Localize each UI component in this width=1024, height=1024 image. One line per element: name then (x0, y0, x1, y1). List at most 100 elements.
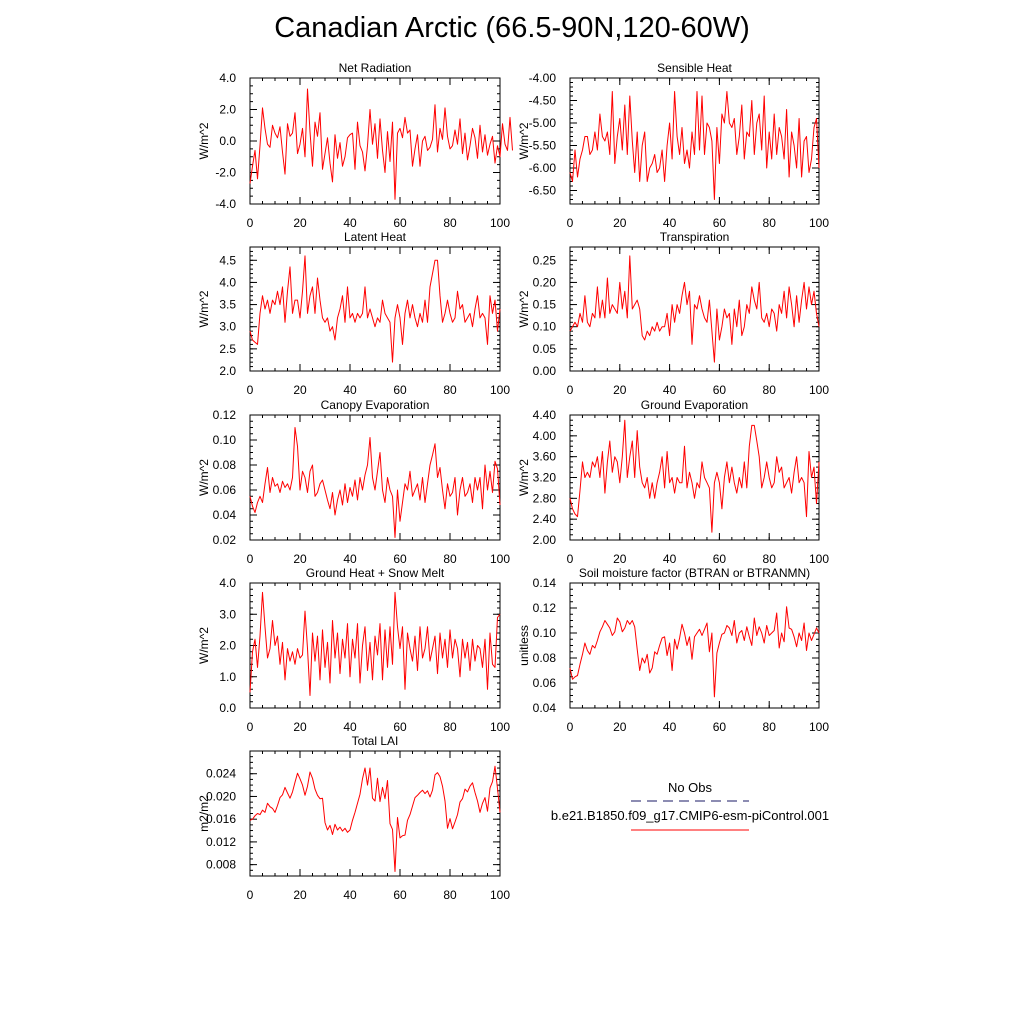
x-tick-label: 40 (663, 216, 677, 230)
panel-sensible-heat: Sensible Heat W/m^2 0 20 40 60 80 100 -6.50 -6.00… (517, 61, 829, 230)
panel-latent-heat: Latent Heat W/m^2 0 20 40 60 80 100 2.0 2.5 3.0 3.5… (197, 230, 510, 397)
y-axis-label: m2/m2 (197, 795, 211, 832)
y-tick-label: 2.00 (533, 533, 557, 547)
y-tick-label: 3.60 (533, 450, 557, 464)
x-tick-label: 100 (809, 552, 829, 566)
x-tick-label: 40 (343, 216, 357, 230)
y-axis-label: W/m^2 (517, 290, 531, 327)
y-tick-label: -6.50 (529, 184, 557, 198)
y-tick-label: 2.0 (219, 103, 236, 117)
x-tick-label: 100 (490, 888, 510, 902)
plot-frame (249, 246, 501, 372)
x-tick-label: 60 (393, 383, 407, 397)
y-tick-label: -4.50 (529, 94, 557, 108)
x-tick-label: 0 (247, 888, 254, 902)
x-tick-label: 20 (293, 720, 307, 734)
legend-model-label: b.e21.B1850.f09_g17.CMIP6-esm-piControl.… (551, 808, 829, 823)
y-tick-label: 0.02 (213, 533, 237, 547)
y-axis-label: W/m^2 (197, 459, 211, 496)
x-tick-label: 0 (247, 216, 254, 230)
y-tick-label: 0.10 (213, 433, 237, 447)
x-tick-label: 60 (713, 720, 727, 734)
y-tick-label: 2.0 (219, 364, 236, 378)
x-tick-label: 80 (443, 552, 457, 566)
x-tick-label: 20 (613, 383, 627, 397)
y-tick-label: 0.024 (206, 767, 236, 781)
x-tick-label: 100 (490, 720, 510, 734)
y-tick-label: 0.08 (533, 651, 557, 665)
x-tick-label: 100 (809, 383, 829, 397)
x-tick-label: 100 (490, 552, 510, 566)
x-tick-label: 40 (663, 720, 677, 734)
panel-total-lai: Total LAI m2/m2 0 20 40 60 80 100 0.008 0.012 0.01… (197, 734, 510, 902)
y-tick-label: 0.20 (533, 275, 557, 289)
x-tick-label: 60 (393, 216, 407, 230)
x-tick-label: 80 (443, 216, 457, 230)
x-tick-label: 0 (567, 383, 574, 397)
x-tick-label: 100 (809, 216, 829, 230)
series-line-latent-heat (249, 255, 501, 363)
plot-frame (569, 582, 820, 709)
y-tick-label: 0.00 (533, 364, 557, 378)
x-tick-label: 0 (247, 383, 254, 397)
x-tick-label: 20 (293, 383, 307, 397)
x-tick-label: 0 (247, 552, 254, 566)
x-tick-label: 0 (567, 720, 574, 734)
figure-title: Canadian Arctic (66.5-90N,120-60W) (274, 12, 750, 44)
y-tick-label: 0.06 (213, 483, 237, 497)
y-tick-label: -4.0 (215, 197, 236, 211)
y-tick-label: 0.05 (533, 342, 557, 356)
y-tick-label: 0.10 (533, 626, 557, 640)
panel-title: Sensible Heat (657, 61, 732, 75)
x-tick-label: 20 (293, 552, 307, 566)
panel-transpiration: Transpiration W/m^2 0 20 40 60 80 100 0.00 0.05 0.… (517, 230, 829, 397)
series-line-ground-evaporation (569, 419, 820, 533)
y-tick-label: 2.80 (533, 491, 557, 505)
y-tick-label: 0.016 (206, 812, 236, 826)
y-tick-label: 0.0 (219, 134, 236, 148)
y-tick-label: 4.5 (219, 253, 236, 267)
y-tick-label: -5.00 (529, 116, 557, 130)
x-tick-label: 100 (490, 216, 510, 230)
y-tick-label: -6.00 (529, 161, 557, 175)
x-tick-label: 80 (763, 216, 777, 230)
y-axis-label: W/m^2 (517, 122, 531, 159)
x-tick-label: 20 (613, 552, 627, 566)
x-tick-label: 60 (393, 552, 407, 566)
y-tick-label: 4.0 (219, 275, 236, 289)
panel-title: Total LAI (352, 734, 399, 748)
panel-net-radiation: Net Radiation W/m^2 0 20 40 60 80 100 -4.0 -2.0 0.… (197, 61, 513, 230)
x-tick-label: 60 (393, 888, 407, 902)
y-tick-label: -5.50 (529, 139, 557, 153)
x-tick-label: 80 (443, 888, 457, 902)
series-line-sensible-heat (569, 91, 820, 200)
y-tick-label: -4.00 (529, 71, 557, 85)
panel-title: Latent Heat (344, 230, 407, 244)
y-tick-label: 0.008 (206, 858, 236, 872)
y-tick-label: 3.20 (533, 471, 557, 485)
panel-title: Transpiration (660, 230, 730, 244)
plot-frame (569, 414, 820, 541)
y-tick-label: 0.020 (206, 789, 236, 803)
panel-title: Ground Heat + Snow Melt (306, 566, 445, 580)
y-tick-label: 0.15 (533, 298, 557, 312)
y-tick-label: 0.04 (533, 701, 557, 715)
series-line-soil-moisture-factor-btran-or-btranmn (569, 606, 820, 698)
y-tick-label: -2.0 (215, 166, 236, 180)
x-tick-label: 100 (809, 720, 829, 734)
x-tick-label: 80 (763, 383, 777, 397)
x-tick-label: 0 (567, 552, 574, 566)
x-tick-label: 20 (613, 720, 627, 734)
series-line-ground-heat-snow-melt (249, 591, 501, 696)
y-tick-label: 0.0 (219, 701, 236, 715)
x-tick-label: 40 (343, 888, 357, 902)
series-line-net-radiation (249, 88, 513, 200)
legend-obs-label: No Obs (668, 780, 713, 795)
x-tick-label: 60 (713, 552, 727, 566)
y-tick-label: 3.0 (219, 607, 236, 621)
y-axis-label: W/m^2 (197, 290, 211, 327)
y-tick-label: 0.10 (533, 320, 557, 334)
x-tick-label: 20 (613, 216, 627, 230)
y-tick-label: 0.06 (533, 676, 557, 690)
